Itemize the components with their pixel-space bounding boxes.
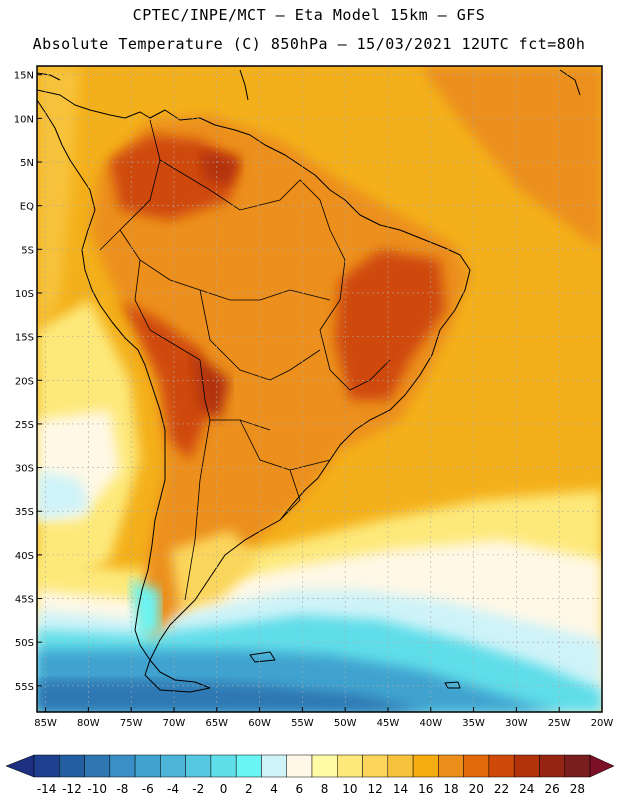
- lat-label: 45S: [15, 595, 34, 606]
- colorbar-label: 20: [468, 782, 484, 796]
- colorbar-high-arrow: [589, 754, 615, 778]
- colorbar-swatch: [362, 754, 389, 778]
- colorbar-swatch: [286, 754, 313, 778]
- lat-label: 15S: [15, 333, 34, 344]
- colorbar-swatch: [438, 754, 464, 778]
- lon-label: 55W: [291, 718, 314, 729]
- lat-label: 35S: [15, 507, 34, 518]
- colorbar-label: -8: [116, 782, 129, 796]
- lon-label: 75W: [120, 718, 143, 729]
- latitude-axis: 15N 10N 5N EQ 5S 10S 15S 20S 25S 30S 35S 40S 45S 50S 5…: [14, 71, 42, 693]
- lat-label: 50S: [15, 638, 34, 649]
- colorbar-label: 18: [443, 782, 459, 796]
- colorbar-label: 2: [244, 782, 253, 796]
- map-frame: [36, 65, 603, 713]
- colorbar-label: 12: [367, 782, 383, 796]
- lon-label: 70W: [163, 718, 186, 729]
- lon-label: 35W: [462, 718, 485, 729]
- colorbar-swatch: [564, 754, 591, 778]
- colorbar-swatch: [160, 754, 186, 778]
- temperature-field: [37, 66, 602, 712]
- lon-label: 65W: [205, 718, 228, 729]
- colorbar-label: 22: [493, 782, 510, 796]
- lon-label: 45W: [377, 718, 400, 729]
- lat-label: EQ: [20, 202, 34, 213]
- lon-label: 20W: [591, 718, 614, 729]
- longitude-axis: 85W 80W 75W 70W 65W 60W 55W 50W 45W 40W 35W 30W 25W 2…: [34, 707, 613, 729]
- lat-label: 20S: [15, 376, 34, 387]
- colorbar-label: 10: [342, 782, 358, 796]
- colorbar-swatch: [337, 754, 363, 778]
- lat-label: 5S: [21, 245, 34, 256]
- lon-label: 50W: [334, 718, 357, 729]
- colorbar-label: 28: [569, 782, 585, 796]
- lon-label: 85W: [34, 718, 57, 729]
- colorbar-label: 4: [270, 782, 278, 796]
- graticule: [37, 66, 603, 712]
- colorbar-label: -4: [167, 782, 179, 796]
- lat-label: 5N: [20, 158, 34, 169]
- colorbar-swatch: [463, 754, 490, 778]
- colorbar-swatch: [539, 754, 565, 778]
- colorbar-label: 26: [544, 782, 560, 796]
- colorbar-label: 14: [392, 782, 409, 796]
- colorbar-swatch: [134, 754, 161, 778]
- colorbar-swatch: [235, 754, 262, 778]
- lon-label: 30W: [505, 718, 528, 729]
- colorbar-label: 8: [320, 782, 329, 796]
- lon-label: 40W: [419, 718, 442, 729]
- colorbar-swatch: [185, 754, 212, 778]
- lat-label: 25S: [15, 420, 34, 431]
- colorbar-low-arrow: [5, 754, 35, 778]
- colorbar-swatch: [261, 754, 287, 778]
- colorbar-swatch: [513, 754, 540, 778]
- colorbar-label: -6: [141, 782, 154, 796]
- colorbar-swatch: [109, 754, 136, 778]
- colorbar-label: 6: [295, 782, 304, 796]
- colorbar-label: 24: [519, 782, 535, 796]
- lon-label: 60W: [248, 718, 271, 729]
- colorbar-swatch: [84, 754, 111, 778]
- colorbar-swatch: [412, 754, 439, 778]
- lat-label: 15N: [14, 71, 34, 82]
- colorbar-swatch: [210, 754, 237, 778]
- colorbar-swatch: [488, 754, 515, 778]
- colorbar: [5, 754, 615, 778]
- colorbar-label: -12: [62, 782, 82, 796]
- colorbar-label: -2: [192, 782, 205, 796]
- lon-label: 80W: [77, 718, 100, 729]
- colorbar-swatch: [33, 754, 60, 778]
- lat-label: 10S: [15, 289, 34, 300]
- map-subtitle: Absolute Temperature (C) 850hPa – 15/03/…: [32, 35, 586, 53]
- colorbar-label: 16: [418, 782, 434, 796]
- lon-label: 25W: [548, 718, 571, 729]
- colorbar-label: -10: [87, 782, 107, 796]
- map-title: CPTEC/INPE/MCT – Eta Model 15km – GFS: [132, 6, 486, 24]
- lat-label: 10N: [14, 114, 34, 125]
- colorbar-label: -14: [36, 782, 57, 796]
- lat-label: 55S: [15, 682, 34, 693]
- colorbar-swatch: [59, 754, 85, 778]
- lat-label: 30S: [15, 464, 34, 475]
- lat-label: 40S: [15, 551, 34, 562]
- colorbar-swatch: [311, 754, 338, 778]
- colorbar-swatch: [387, 754, 414, 778]
- colorbar-label: 0: [219, 782, 228, 796]
- country-borders: [99, 119, 391, 601]
